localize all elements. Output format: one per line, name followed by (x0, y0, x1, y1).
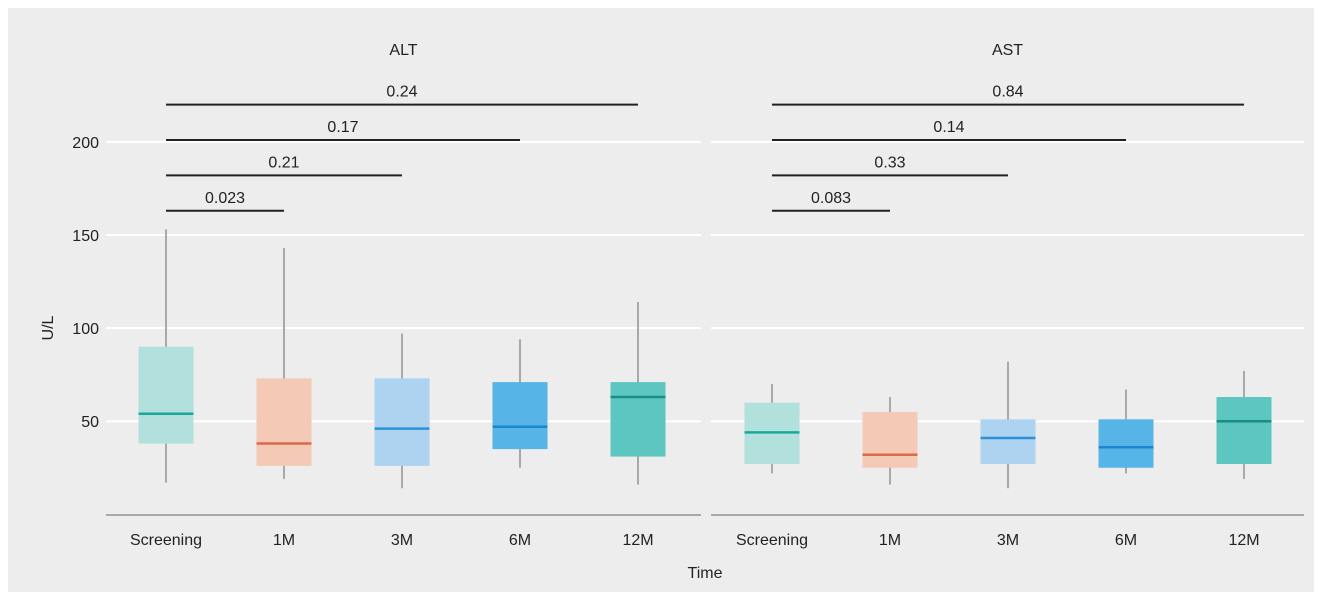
y-tick-label: 150 (72, 228, 99, 245)
box (610, 382, 666, 457)
x-tick-label: 1M (879, 532, 901, 549)
box (374, 378, 430, 466)
y-tick-label: 100 (72, 321, 99, 338)
box (862, 411, 918, 468)
x-tick-label: 6M (1115, 532, 1137, 549)
x-tick-label: 6M (509, 532, 531, 549)
box (138, 346, 194, 444)
figure-background: 50 100 150 200 ALT Screening 1M 3M 6M 12M 0.023 0.2… (8, 8, 1314, 592)
panel-title: AST (992, 42, 1023, 59)
y-axis-label: U/L (40, 315, 57, 340)
p-value-label: 0.17 (327, 119, 358, 136)
boxplot-chart: 50 100 150 200 ALT Screening 1M 3M 6M 12M 0.023 0.2… (40, 42, 1304, 582)
x-tick-label: 3M (391, 532, 413, 549)
p-value-label: 0.24 (386, 84, 417, 101)
x-tick-label: 12M (622, 532, 653, 549)
box (1098, 419, 1154, 468)
x-tick-label: Screening (736, 532, 808, 549)
p-value-label: 0.14 (933, 119, 964, 136)
x-tick-label: 12M (1228, 532, 1259, 549)
y-tick-label: 50 (81, 414, 99, 431)
box (980, 419, 1036, 465)
p-value-label: 0.33 (874, 154, 905, 171)
p-value-label: 0.023 (205, 190, 245, 207)
x-tick-label: 3M (997, 532, 1019, 549)
box (1216, 396, 1272, 465)
p-value-label: 0.083 (811, 190, 851, 207)
y-tick-label: 200 (72, 135, 99, 152)
x-tick-label: 1M (273, 532, 295, 549)
box (492, 382, 548, 450)
panel-title: ALT (389, 42, 417, 59)
p-value-label: 0.21 (268, 154, 299, 171)
x-axis-label: Time (688, 565, 723, 582)
x-tick-label: Screening (130, 532, 202, 549)
p-value-label: 0.84 (992, 84, 1023, 101)
box (256, 378, 312, 466)
